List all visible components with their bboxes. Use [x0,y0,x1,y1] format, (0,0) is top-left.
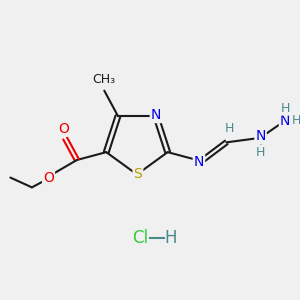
Text: N: N [280,114,290,128]
Text: S: S [134,167,142,182]
Text: Cl: Cl [132,229,148,247]
Text: H: H [225,122,234,135]
Text: CH₃: CH₃ [93,74,116,86]
Text: N: N [255,130,266,143]
Text: O: O [58,122,69,136]
Text: H: H [280,102,290,115]
Text: H: H [292,114,300,127]
Text: O: O [43,171,54,184]
Text: H: H [256,146,265,159]
Text: H: H [164,229,176,247]
Text: N: N [151,108,161,122]
Text: N: N [194,155,204,169]
